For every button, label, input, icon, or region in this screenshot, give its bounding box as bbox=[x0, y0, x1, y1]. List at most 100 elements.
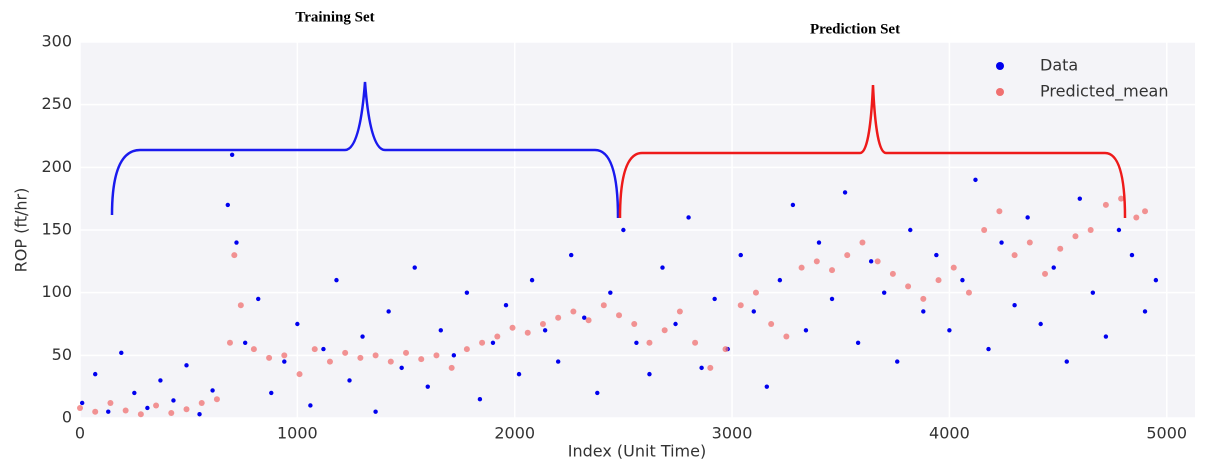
point bbox=[981, 227, 988, 233]
legend-label: Data bbox=[1040, 56, 1078, 75]
point bbox=[295, 321, 300, 327]
point bbox=[816, 240, 822, 245]
prediction-brace bbox=[618, 84, 1127, 219]
point bbox=[1129, 252, 1135, 258]
point bbox=[213, 396, 220, 403]
point bbox=[158, 378, 163, 383]
point bbox=[418, 356, 425, 363]
point bbox=[1116, 227, 1122, 233]
point bbox=[895, 359, 900, 364]
point bbox=[539, 321, 546, 327]
point bbox=[1011, 252, 1018, 259]
point bbox=[777, 277, 783, 283]
point bbox=[516, 371, 522, 377]
x-tick-label: 1000 bbox=[277, 424, 318, 443]
point bbox=[570, 308, 577, 315]
point bbox=[386, 309, 391, 314]
point bbox=[451, 353, 457, 358]
point bbox=[686, 215, 691, 220]
point bbox=[93, 371, 98, 377]
y-axis-label: ROP (ft/hr) bbox=[12, 188, 31, 273]
point bbox=[829, 296, 835, 302]
point bbox=[153, 402, 160, 409]
point bbox=[529, 277, 535, 283]
point bbox=[225, 202, 230, 208]
training-brace bbox=[110, 81, 620, 219]
point bbox=[438, 328, 443, 333]
point bbox=[1026, 239, 1033, 246]
point bbox=[1051, 265, 1056, 270]
point bbox=[874, 258, 881, 265]
point bbox=[1057, 245, 1064, 252]
y-tick-label: 100 bbox=[41, 282, 72, 301]
point bbox=[256, 296, 261, 302]
point bbox=[448, 364, 455, 371]
point bbox=[326, 358, 333, 365]
point bbox=[250, 346, 257, 353]
point bbox=[433, 352, 440, 359]
point bbox=[908, 227, 913, 233]
point bbox=[1103, 334, 1109, 339]
point bbox=[226, 339, 233, 346]
point bbox=[699, 365, 704, 371]
point bbox=[660, 265, 665, 270]
point bbox=[960, 277, 965, 283]
point bbox=[986, 346, 991, 352]
point bbox=[360, 334, 365, 339]
point bbox=[673, 321, 678, 327]
grid bbox=[79, 41, 1195, 419]
point bbox=[934, 252, 939, 258]
point bbox=[842, 190, 848, 195]
point bbox=[631, 321, 638, 327]
point bbox=[234, 240, 239, 245]
point bbox=[595, 390, 600, 396]
point bbox=[1077, 196, 1083, 201]
point bbox=[844, 252, 851, 259]
point bbox=[107, 399, 114, 406]
point bbox=[281, 352, 288, 359]
point bbox=[737, 302, 744, 309]
point bbox=[308, 403, 313, 408]
point bbox=[183, 406, 190, 413]
point bbox=[1102, 201, 1109, 208]
point bbox=[79, 400, 85, 406]
point bbox=[608, 290, 613, 295]
point bbox=[859, 239, 866, 246]
point bbox=[707, 364, 714, 371]
x-tick-label: 0 bbox=[75, 424, 85, 443]
point bbox=[237, 302, 244, 309]
point bbox=[999, 240, 1004, 245]
point bbox=[1038, 321, 1043, 327]
point bbox=[996, 208, 1003, 215]
x-axis-label: Index (Unit Time) bbox=[568, 442, 706, 461]
point bbox=[477, 397, 483, 402]
point bbox=[738, 252, 743, 258]
point bbox=[1012, 303, 1017, 308]
point bbox=[168, 409, 175, 416]
y-tick-label: 200 bbox=[41, 157, 72, 176]
annotation: Training Set bbox=[295, 9, 374, 25]
point bbox=[798, 264, 805, 271]
point bbox=[269, 390, 274, 396]
point bbox=[92, 408, 99, 415]
point bbox=[621, 227, 626, 233]
point bbox=[231, 252, 238, 259]
point bbox=[1142, 309, 1148, 314]
point bbox=[1087, 227, 1094, 233]
point bbox=[542, 328, 548, 333]
point bbox=[585, 317, 592, 324]
point bbox=[399, 365, 404, 371]
legend-marker bbox=[996, 88, 1004, 96]
point bbox=[616, 312, 623, 319]
point bbox=[524, 329, 531, 336]
point bbox=[321, 346, 326, 352]
point bbox=[947, 328, 952, 333]
point bbox=[803, 328, 809, 333]
y-tick-label: 150 bbox=[41, 220, 72, 239]
legend-marker bbox=[996, 62, 1004, 70]
point bbox=[145, 405, 150, 411]
x-tick-label: 3000 bbox=[712, 424, 753, 443]
point bbox=[463, 346, 470, 353]
point bbox=[229, 152, 235, 157]
